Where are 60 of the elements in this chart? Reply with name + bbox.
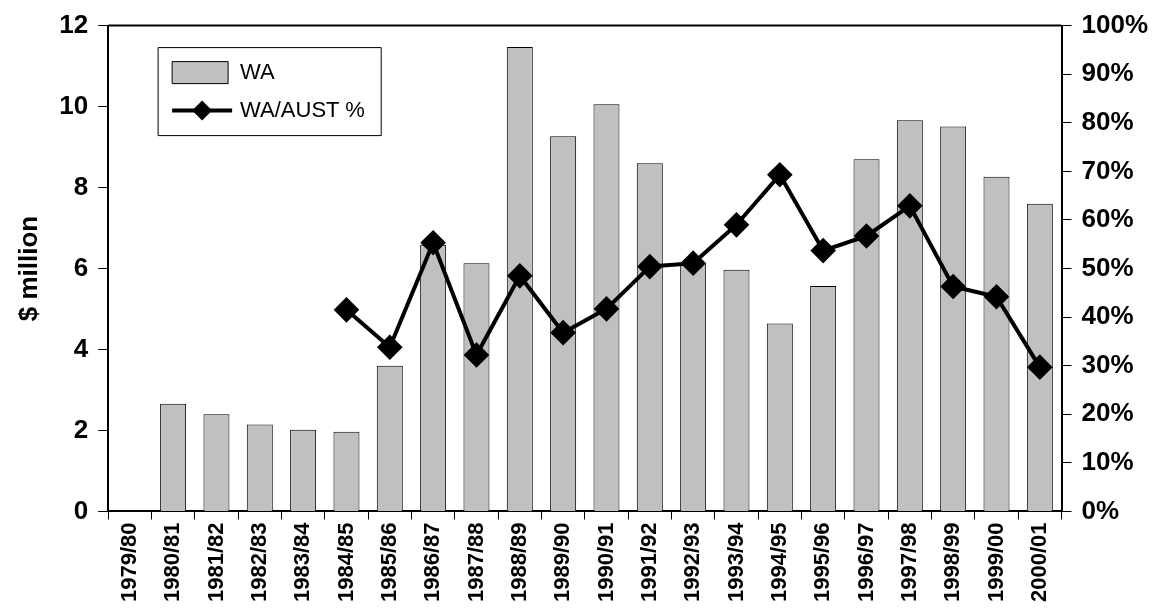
x-tick-label: 1999/00 bbox=[982, 522, 1008, 603]
y2-tick-label: 70% bbox=[1081, 154, 1134, 185]
x-tick-label: 1992/93 bbox=[679, 522, 705, 603]
point bbox=[941, 274, 966, 299]
x-tick-label: 1985/86 bbox=[375, 522, 401, 603]
x-tick-label: 1982/83 bbox=[245, 522, 271, 603]
x-tick-label: 1986/87 bbox=[419, 522, 445, 603]
x-tick-label: 1980/81 bbox=[159, 522, 185, 603]
x-tick-label: 1997/98 bbox=[895, 522, 921, 603]
y-tick-label: 2 bbox=[73, 413, 89, 444]
y2-tick-label: 0% bbox=[1081, 494, 1120, 525]
y-tick-label: 6 bbox=[73, 251, 89, 282]
y-tick-label: 12 bbox=[59, 8, 89, 39]
x-tick-label: 2000/01 bbox=[1025, 522, 1051, 603]
point bbox=[854, 223, 879, 248]
x-tick-label: 1994/95 bbox=[765, 522, 791, 603]
x-tick-label: 1987/88 bbox=[462, 522, 488, 603]
point bbox=[767, 162, 792, 187]
x-tick-label: 1989/90 bbox=[549, 522, 575, 603]
point bbox=[724, 212, 749, 237]
y-tick-label: 10 bbox=[59, 89, 89, 120]
y2-tick-label: 80% bbox=[1081, 105, 1134, 136]
point bbox=[551, 320, 576, 345]
y-tick-label: 0 bbox=[73, 494, 89, 525]
x-tick-label: 1990/91 bbox=[592, 522, 618, 603]
x-tick-label: 1979/80 bbox=[115, 522, 141, 603]
x-tick-label: 1983/84 bbox=[289, 521, 315, 603]
point bbox=[897, 193, 922, 218]
point bbox=[421, 230, 446, 255]
point bbox=[681, 251, 706, 276]
y2-tick-label: 60% bbox=[1081, 203, 1134, 234]
legend-label: WA bbox=[240, 58, 276, 84]
point bbox=[464, 343, 489, 368]
y2-tick-label: 50% bbox=[1081, 251, 1134, 282]
point bbox=[507, 263, 532, 288]
x-tick-label: 1984/85 bbox=[332, 522, 358, 603]
point bbox=[594, 296, 619, 321]
x-tick-label: 1998/99 bbox=[939, 522, 965, 603]
x-tick-label: 1988/89 bbox=[505, 522, 531, 603]
point bbox=[637, 254, 662, 279]
x-tick-label: 1981/82 bbox=[202, 522, 228, 603]
y-tick-label: 8 bbox=[73, 170, 89, 201]
point bbox=[377, 335, 402, 360]
y-axis-title: $ million bbox=[12, 215, 43, 322]
legend-label: WA/AUST % bbox=[240, 96, 365, 122]
y2-tick-label: 10% bbox=[1081, 446, 1134, 477]
y2-tick-label: 30% bbox=[1081, 348, 1134, 379]
x-tick-label: 1991/92 bbox=[635, 522, 661, 603]
y2-tick-label: 20% bbox=[1081, 397, 1134, 428]
x-tick-label: 1993/94 bbox=[722, 521, 748, 603]
point bbox=[984, 284, 1009, 309]
point bbox=[811, 238, 836, 263]
x-tick-label: 1996/97 bbox=[852, 522, 878, 603]
y2-tick-label: 100% bbox=[1081, 8, 1148, 39]
x-tick-label: 1995/96 bbox=[809, 522, 835, 603]
y-tick-label: 4 bbox=[73, 332, 89, 363]
y2-tick-label: 90% bbox=[1081, 57, 1134, 88]
point bbox=[1027, 355, 1052, 380]
y2-tick-label: 40% bbox=[1081, 300, 1134, 331]
point bbox=[334, 297, 359, 322]
